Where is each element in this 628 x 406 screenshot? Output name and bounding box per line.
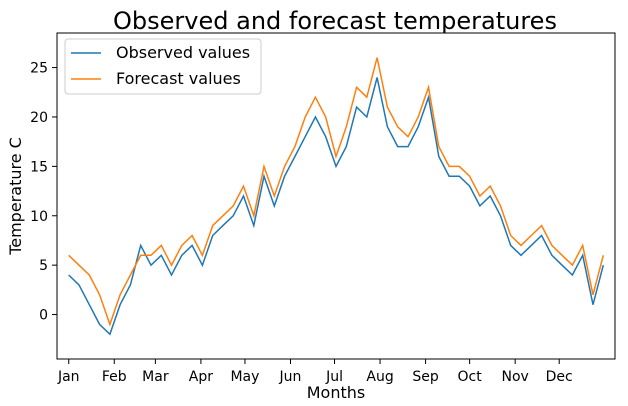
observed-series-line <box>68 77 605 336</box>
x-tick-label: Aug <box>366 369 393 385</box>
x-tick-label: Feb <box>102 369 127 385</box>
x-axis-label: Months <box>307 383 365 402</box>
legend: Observed values Forecast values <box>64 38 262 95</box>
legend-box <box>64 38 262 95</box>
x-tick-label: Dec <box>546 369 573 385</box>
chart-title: Observed and forecast temperatures <box>113 7 557 35</box>
series-layer <box>68 57 605 336</box>
y-tick-label: 20 <box>30 110 48 126</box>
x-tick-label: Jul <box>325 369 343 385</box>
x-tick-label: Apr <box>189 369 213 385</box>
legend-label-forecast: Forecast values <box>116 69 241 88</box>
y-tick-label: 5 <box>39 258 48 274</box>
x-tick-label: Nov <box>501 369 528 385</box>
y-tick-label: 0 <box>39 308 48 324</box>
y-tick-label: 15 <box>30 159 48 175</box>
x-tick-label: Mar <box>142 369 169 385</box>
forecast-series-line <box>68 57 605 327</box>
x-tick-label: May <box>230 369 259 385</box>
y-tick-label: 10 <box>30 209 48 225</box>
x-tick-label: Jun <box>279 369 302 385</box>
y-tick-label: 25 <box>30 61 48 77</box>
x-tick-label: Sep <box>412 369 439 385</box>
x-tick-label: Jan <box>57 369 80 385</box>
y-axis-label: Temperature C <box>6 137 25 256</box>
y-axis: 0 5 10 15 20 25 <box>30 61 57 324</box>
x-tick-label: Oct <box>458 369 483 385</box>
legend-label-observed: Observed values <box>116 43 250 62</box>
x-axis: Jan Feb Mar Apr May Jun Jul Aug Sep Oct Nov Dec <box>57 359 573 385</box>
